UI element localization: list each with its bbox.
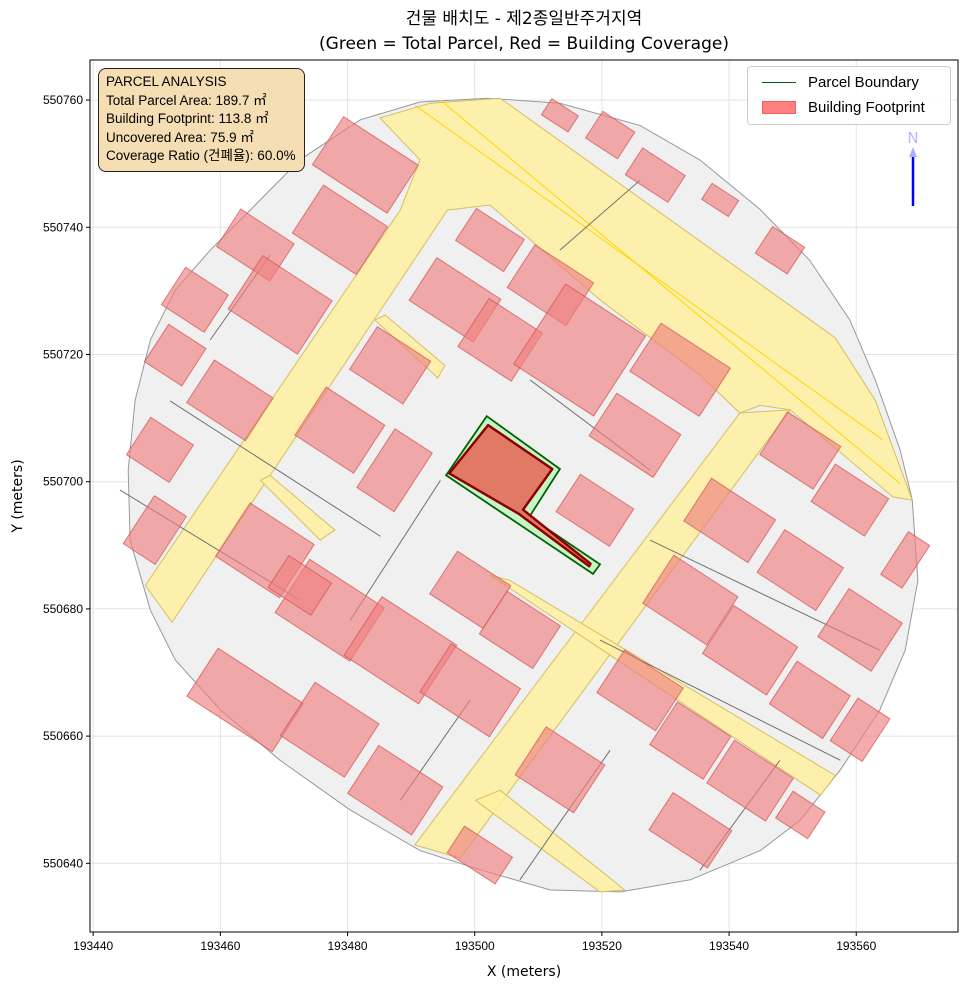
x-axis-label: X (meters) bbox=[487, 964, 561, 980]
building-footprint bbox=[700, 182, 740, 218]
road-centerline bbox=[414, 104, 883, 441]
building-footprint bbox=[768, 660, 852, 740]
building-footprint bbox=[648, 791, 733, 869]
x-tick-label: 193460 bbox=[200, 939, 240, 953]
info-coverage-ratio: Coverage Ratio (건폐율): 60.0% bbox=[106, 148, 296, 163]
parcel-analysis-box: PARCEL ANALYSIS Total Parcel Area: 189.7… bbox=[98, 68, 305, 172]
info-uncovered: Uncovered Area: 75.9 ㎡ bbox=[106, 129, 254, 145]
building-footprint bbox=[311, 116, 419, 214]
building-footprint bbox=[810, 463, 890, 537]
y-tick-label: 550680 bbox=[43, 602, 83, 616]
x-tick-label: 193540 bbox=[709, 939, 749, 953]
road bbox=[259, 474, 336, 541]
building-footprint bbox=[346, 744, 444, 836]
x-tick-label: 193480 bbox=[328, 939, 368, 953]
x-tick-label: 193520 bbox=[582, 939, 622, 953]
north-arrow: N bbox=[907, 129, 919, 206]
target-building bbox=[448, 423, 592, 568]
axis-ticks: 193440 193460 193480 193500 193520 193540 1935… bbox=[43, 93, 877, 953]
legend-line-swatch bbox=[762, 81, 796, 83]
info-total-area: Total Parcel Area: 189.7 ㎡ bbox=[106, 92, 267, 108]
y-tick-label: 550640 bbox=[43, 856, 83, 870]
plot-frame bbox=[89, 59, 959, 933]
road-centerline bbox=[440, 99, 901, 484]
building-footprint bbox=[624, 147, 686, 203]
building-footprint bbox=[596, 649, 684, 732]
info-footprint: Building Footprint: 113.8 ㎡ bbox=[106, 111, 269, 126]
y-axis-label: Y (meters) bbox=[10, 459, 26, 533]
y-tick-label: 550760 bbox=[43, 93, 83, 107]
building-footprint bbox=[478, 590, 562, 670]
building-footprint bbox=[186, 359, 274, 442]
building-footprint bbox=[419, 643, 522, 738]
building-footprint bbox=[555, 473, 635, 547]
building-footprint bbox=[759, 411, 842, 490]
legend-patch-swatch bbox=[762, 100, 796, 114]
building-footprint bbox=[584, 110, 636, 160]
target-parcel-layer bbox=[444, 414, 602, 576]
building-footprint bbox=[267, 554, 333, 616]
building-footprint bbox=[294, 386, 386, 474]
building-footprint bbox=[227, 255, 333, 355]
chart-title: 건물 배치도 - 제2종일반주거지역 bbox=[406, 9, 642, 29]
building-footprint bbox=[279, 681, 380, 778]
building-footprint bbox=[701, 604, 799, 696]
building-footprint bbox=[706, 739, 794, 822]
building-footprint bbox=[754, 225, 806, 275]
building-footprint bbox=[829, 697, 891, 763]
building-footprint bbox=[356, 428, 434, 513]
legend-item-building-footprint: Building Footprint bbox=[762, 97, 925, 117]
building-footprint bbox=[348, 325, 432, 405]
north-label: N bbox=[907, 129, 918, 147]
building-footprint bbox=[514, 726, 606, 814]
building-footprint bbox=[125, 416, 195, 484]
legend: Parcel Boundary Building Footprint bbox=[747, 66, 951, 125]
chart-subtitle: (Green = Total Parcel, Red = Building Co… bbox=[319, 34, 729, 54]
building-footprint bbox=[642, 554, 739, 646]
y-tick-label: 550700 bbox=[43, 475, 83, 489]
building-footprint bbox=[143, 323, 207, 387]
building-footprint bbox=[454, 207, 526, 273]
building-footprint bbox=[446, 825, 514, 885]
x-tick-label: 193440 bbox=[73, 939, 113, 953]
parcel-boundary-line bbox=[559, 179, 641, 251]
building-footprint bbox=[774, 790, 826, 840]
parcel-boundary-line bbox=[169, 400, 381, 537]
x-tick-label: 193500 bbox=[455, 939, 495, 953]
building-footprint bbox=[817, 587, 904, 672]
legend-label: Building Footprint bbox=[808, 98, 925, 116]
north-arrow-head-icon bbox=[909, 147, 917, 157]
building-footprint bbox=[880, 530, 931, 589]
buildings-layer bbox=[122, 97, 931, 885]
road bbox=[474, 789, 627, 893]
building-footprint bbox=[756, 529, 845, 612]
building-footprint bbox=[588, 392, 682, 479]
y-tick-label: 550660 bbox=[43, 729, 83, 743]
building-footprint bbox=[683, 477, 777, 564]
building-footprint bbox=[540, 97, 580, 133]
legend-item-parcel-boundary: Parcel Boundary bbox=[762, 72, 919, 92]
building-footprint bbox=[512, 283, 647, 417]
x-tick-label: 193560 bbox=[836, 939, 876, 953]
building-footprint bbox=[629, 322, 732, 417]
y-tick-label: 550740 bbox=[43, 220, 83, 234]
building-footprint bbox=[649, 701, 732, 780]
legend-label: Parcel Boundary bbox=[808, 73, 919, 91]
building-footprint bbox=[291, 184, 389, 276]
y-tick-label: 550720 bbox=[43, 347, 83, 361]
info-heading: PARCEL ANALYSIS bbox=[106, 74, 227, 89]
building-footprint bbox=[122, 494, 188, 566]
building-footprint bbox=[160, 266, 230, 333]
